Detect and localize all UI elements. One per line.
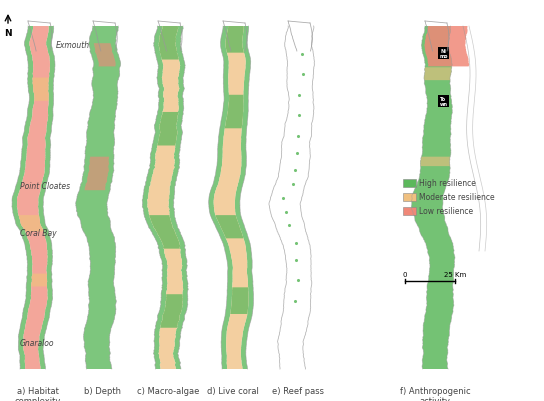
Polygon shape bbox=[215, 216, 243, 239]
Text: Point Cloates: Point Cloates bbox=[20, 182, 70, 191]
Polygon shape bbox=[168, 27, 188, 369]
Polygon shape bbox=[424, 27, 469, 67]
Point bbox=[290, 298, 299, 304]
Text: f) Anthropogenic
activity: f) Anthropogenic activity bbox=[400, 386, 471, 401]
Polygon shape bbox=[17, 27, 50, 369]
Bar bbox=[438, 96, 449, 108]
Bar bbox=[403, 180, 416, 188]
Point bbox=[285, 222, 293, 228]
Polygon shape bbox=[33, 78, 49, 101]
Point bbox=[291, 168, 300, 174]
Polygon shape bbox=[31, 274, 47, 287]
Polygon shape bbox=[230, 288, 249, 314]
Point bbox=[293, 277, 302, 284]
Polygon shape bbox=[225, 27, 244, 53]
Point bbox=[291, 257, 300, 263]
Polygon shape bbox=[160, 294, 183, 328]
Text: N: N bbox=[4, 29, 12, 38]
Point bbox=[293, 151, 301, 157]
Polygon shape bbox=[214, 27, 249, 369]
Point bbox=[294, 113, 303, 119]
Text: 25 Km: 25 Km bbox=[444, 271, 466, 277]
Polygon shape bbox=[235, 27, 254, 369]
Text: Gnaraloo: Gnaraloo bbox=[20, 339, 54, 348]
Point bbox=[295, 92, 304, 99]
Polygon shape bbox=[421, 157, 450, 167]
Text: e) Reef pass: e) Reef pass bbox=[272, 386, 324, 395]
Text: To
wn: To wn bbox=[440, 96, 448, 107]
Bar bbox=[438, 48, 449, 60]
Text: Coral Bay: Coral Bay bbox=[20, 229, 57, 238]
Bar bbox=[403, 194, 416, 201]
Point bbox=[279, 195, 288, 202]
Polygon shape bbox=[12, 27, 35, 369]
Text: High resilience: High resilience bbox=[419, 179, 476, 188]
Polygon shape bbox=[147, 27, 183, 369]
Polygon shape bbox=[149, 216, 180, 249]
Polygon shape bbox=[158, 27, 179, 61]
Polygon shape bbox=[157, 113, 178, 146]
Polygon shape bbox=[38, 27, 55, 369]
Text: b) Depth: b) Depth bbox=[84, 386, 121, 395]
Point bbox=[292, 240, 300, 246]
Point bbox=[298, 72, 307, 78]
Text: 0: 0 bbox=[403, 271, 407, 277]
Polygon shape bbox=[84, 157, 109, 191]
Text: d) Live coral: d) Live coral bbox=[207, 386, 259, 395]
Text: c) Macro-algae: c) Macro-algae bbox=[137, 386, 199, 395]
Point bbox=[298, 51, 306, 58]
Polygon shape bbox=[76, 27, 121, 369]
Text: Ni
mo: Ni mo bbox=[439, 49, 448, 59]
Text: Low resilience: Low resilience bbox=[419, 207, 473, 216]
Polygon shape bbox=[225, 95, 243, 129]
Polygon shape bbox=[208, 27, 233, 369]
Bar bbox=[403, 207, 416, 215]
Point bbox=[289, 182, 298, 188]
Polygon shape bbox=[142, 27, 168, 369]
Polygon shape bbox=[94, 44, 116, 67]
Text: Exmouth: Exmouth bbox=[56, 41, 90, 51]
Polygon shape bbox=[424, 68, 452, 81]
Text: Moderate resilience: Moderate resilience bbox=[419, 193, 494, 202]
Polygon shape bbox=[18, 216, 44, 232]
Point bbox=[281, 209, 290, 215]
Point bbox=[293, 134, 302, 140]
Polygon shape bbox=[411, 27, 455, 369]
Text: a) Habitat
complexity: a) Habitat complexity bbox=[15, 386, 61, 401]
